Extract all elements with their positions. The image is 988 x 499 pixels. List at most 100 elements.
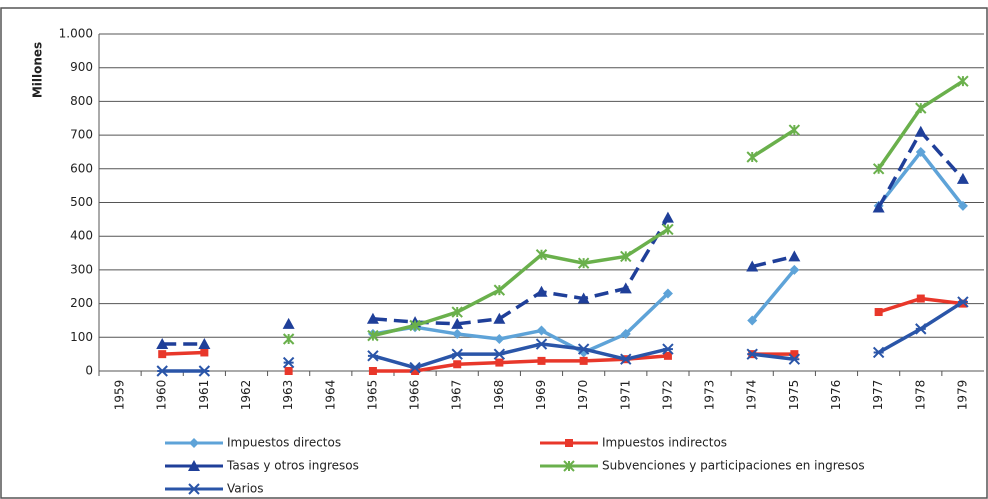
point [579,356,588,365]
point [915,102,927,114]
point [789,264,800,275]
series-line [162,350,205,356]
y-tick-label: 600 [70,161,93,175]
point [451,317,464,329]
point [156,365,168,377]
x-tick-label: 1966 [408,380,422,411]
y-tick-label: 500 [70,195,93,209]
point [494,333,505,344]
point [198,338,211,350]
x-tick-label: 1970 [576,380,590,411]
x-tick-label: 1976 [829,380,843,411]
x-tick-label: 1967 [450,380,464,411]
legend-marker [188,460,200,471]
point [156,338,169,350]
legend-label: Subvenciones y participaciones en ingres… [602,459,865,473]
legend-label: Varios [227,482,264,496]
point [747,315,758,326]
point [872,201,885,213]
y-tick-label: 100 [70,330,93,344]
point [282,317,295,329]
x-tick-label: 1963 [281,380,295,411]
point [366,312,379,324]
point [535,285,548,297]
point [367,329,379,342]
x-tick-label: 1978 [913,380,927,411]
point [788,124,801,136]
y-tick-label: 700 [70,128,93,142]
point [453,360,462,369]
legend-label: Impuestos indirectos [602,436,727,450]
point [620,353,632,365]
point [200,348,209,357]
point [914,125,927,137]
point [198,365,211,377]
series-line [752,352,795,361]
legend-marker [565,439,573,447]
legend-label: Tasas y otros ingresos [226,459,359,473]
series-line [372,227,669,338]
point [662,288,673,299]
series-line [751,128,796,159]
x-tick-label: 1960 [155,380,169,411]
point [619,282,632,294]
x-tick-label: 1969 [534,380,548,411]
point [956,172,969,184]
chart-frame [0,7,988,499]
x-tick-label: 1974 [745,380,759,411]
point [493,348,506,360]
point [788,250,801,262]
legend-label: Impuestos directos [227,436,341,450]
x-tick-label: 1975 [787,380,801,411]
y-axis-label: Millones [31,42,45,98]
point [872,163,885,175]
point [661,211,674,223]
point [746,151,758,163]
point [535,338,548,350]
point [620,250,632,263]
point [788,353,801,365]
point [957,200,968,211]
point [620,328,631,339]
y-tick-label: 900 [70,60,93,74]
point [915,323,927,335]
point [536,325,547,336]
point [874,308,883,317]
x-tick-label: 1977 [871,380,885,411]
series-line [372,342,669,370]
x-tick-label: 1971 [618,380,632,411]
x-tick-label: 1959 [113,380,127,411]
point [284,367,293,375]
x-tick-label: 1972 [660,380,674,411]
point [451,306,463,318]
point [493,284,506,296]
point [746,348,758,360]
x-tick-label: 1961 [197,380,211,411]
x-tick-label: 1965 [365,380,379,411]
point [915,146,926,157]
x-tick-label: 1973 [703,380,717,411]
y-tick-label: 400 [70,229,93,243]
point [367,350,379,362]
point [409,319,421,332]
point [746,260,759,272]
point [662,223,674,236]
point [577,257,590,269]
point [452,328,463,339]
series-line [372,354,669,373]
series-line [751,254,795,269]
x-tick-label: 1962 [239,380,253,411]
point [158,350,167,359]
series-line [372,292,670,355]
y-tick-label: 1.000 [59,27,93,41]
x-tick-label: 1964 [323,380,337,411]
point [872,346,885,359]
y-tick-label: 800 [70,94,93,108]
point [282,333,295,345]
y-tick-label: 0 [85,364,93,378]
y-tick-label: 300 [70,262,93,276]
x-tick-label: 1979 [955,380,969,411]
legend-marker [188,483,200,495]
legend-marker [563,460,575,472]
